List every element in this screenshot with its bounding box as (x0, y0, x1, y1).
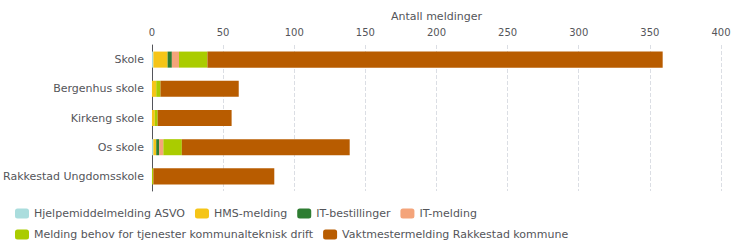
svg-text:IT-melding: IT-melding (419, 207, 476, 220)
svg-text:Rakkestad Ungdomsskole: Rakkestad Ungdomsskole (3, 170, 144, 183)
svg-text:50: 50 (217, 27, 230, 38)
svg-text:100: 100 (285, 27, 304, 38)
svg-text:Kirkeng skole: Kirkeng skole (71, 112, 144, 125)
svg-text:Melding behov for tjenester ko: Melding behov for tjenester kommunaltekn… (34, 228, 314, 241)
svg-text:Vaktmestermelding Rakkestad ko: Vaktmestermelding Rakkestad kommune (342, 228, 568, 241)
svg-text:300: 300 (569, 27, 588, 38)
svg-text:Hjelpemiddelmelding ASVO: Hjelpemiddelmelding ASVO (34, 207, 185, 220)
svg-text:0: 0 (149, 27, 155, 38)
svg-text:Skole: Skole (114, 53, 144, 66)
svg-text:IT-bestillinger: IT-bestillinger (316, 207, 391, 220)
svg-text:Antall meldinger: Antall meldinger (391, 10, 482, 23)
svg-text:400: 400 (711, 27, 730, 38)
svg-text:250: 250 (498, 27, 517, 38)
svg-text:200: 200 (427, 27, 446, 38)
svg-text:150: 150 (356, 27, 375, 38)
svg-text:350: 350 (640, 27, 659, 38)
svg-text:Os skole: Os skole (98, 141, 144, 154)
svg-text:Bergenhus skole: Bergenhus skole (53, 82, 144, 95)
svg-text:HMS-melding: HMS-melding (214, 207, 287, 220)
